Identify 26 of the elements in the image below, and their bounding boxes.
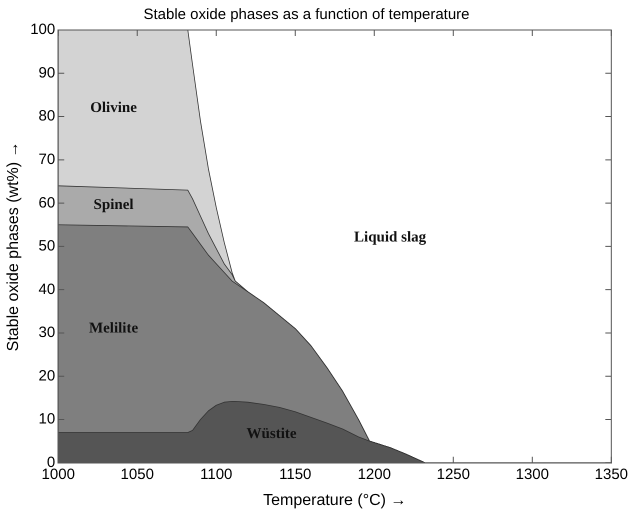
x-tick-label: 1100 [200, 466, 232, 483]
y-tick-label: 10 [38, 410, 56, 428]
series-label: Olivine [90, 100, 138, 116]
y-tick-label: 50 [38, 238, 56, 255]
x-tick-label: 1300 [516, 466, 549, 483]
x-tick-label: 1150 [279, 466, 312, 483]
x-axis-title: Temperature (°C) → [263, 492, 406, 509]
y-tick-label: 30 [38, 324, 56, 342]
x-tick-label: 1250 [436, 466, 470, 483]
y-tick-label: 40 [38, 280, 56, 298]
annotation: Liquid slag [354, 230, 427, 246]
y-tick-label: 80 [38, 108, 56, 125]
y-tick-label: 90 [38, 64, 56, 82]
x-tick-label: 1350 [594, 466, 628, 483]
y-tick-label: 100 [30, 21, 56, 38]
chart-title: Stable oxide phases as a function of temperature [143, 6, 470, 24]
series-label: Wüstite [246, 426, 297, 442]
y-tick-label: 20 [38, 367, 56, 384]
series-label: Melilite [88, 320, 138, 337]
y-tick-label: 70 [38, 150, 56, 168]
x-tick-label: 1000 [42, 466, 75, 483]
y-tick-label: 60 [38, 194, 56, 212]
series-label: Spinel [94, 197, 134, 214]
x-tick-label: 1050 [120, 466, 154, 483]
x-tick-label: 1200 [358, 466, 391, 483]
y-axis-title: Stable oxide phases (wt%) → [5, 141, 22, 352]
